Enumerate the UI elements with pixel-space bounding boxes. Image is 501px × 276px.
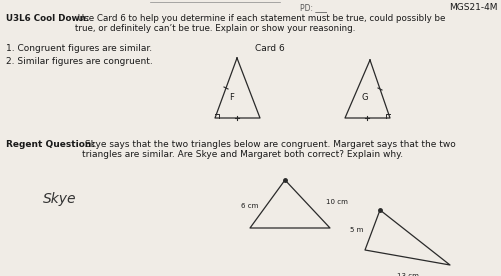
Text: F: F [229, 94, 234, 102]
Text: PD: ___: PD: ___ [300, 3, 326, 12]
Text: Use Card 6 to help you determine if each statement must be true, could possibly : Use Card 6 to help you determine if each… [75, 14, 444, 33]
Text: 6 cm: 6 cm [240, 203, 258, 209]
Text: 1. Congruent figures are similar.: 1. Congruent figures are similar. [6, 44, 152, 53]
Text: 10 cm: 10 cm [325, 199, 347, 205]
Text: G: G [361, 94, 368, 102]
Text: Skye says that the two triangles below are congruent. Margaret says that the two: Skye says that the two triangles below a… [82, 140, 455, 160]
Text: Skye: Skye [43, 192, 77, 206]
Text: Card 6: Card 6 [255, 44, 284, 53]
Text: MGS21-4M: MGS21-4M [448, 3, 497, 12]
Text: Regent Question:: Regent Question: [6, 140, 95, 149]
Text: 2. Similar figures are congruent.: 2. Similar figures are congruent. [6, 57, 152, 66]
Text: 5 m: 5 m [349, 227, 362, 233]
Text: 13 cm: 13 cm [396, 273, 418, 276]
Text: U3L6 Cool Down:: U3L6 Cool Down: [6, 14, 89, 23]
